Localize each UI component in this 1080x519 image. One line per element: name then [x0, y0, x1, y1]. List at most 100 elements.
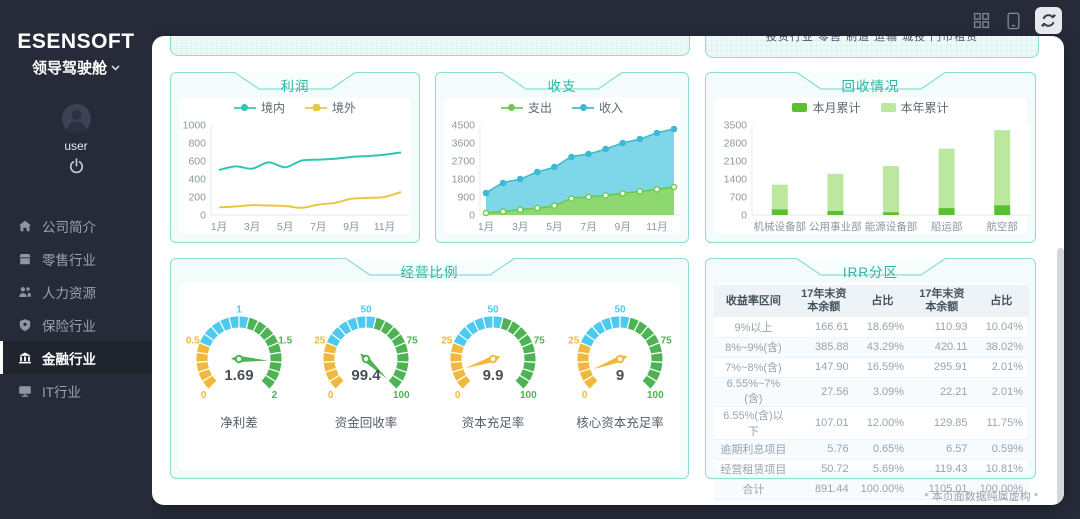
- avatar[interactable]: [62, 104, 91, 133]
- vertical-scrollbar[interactable]: [1057, 248, 1064, 505]
- svg-text:200: 200: [188, 192, 206, 204]
- svg-text:100: 100: [520, 390, 537, 401]
- irr-table-cell: 2.01%: [973, 357, 1029, 378]
- irr-table-cell: 10.04%: [973, 317, 1029, 338]
- svg-text:0: 0: [455, 390, 461, 401]
- panel-title: 收支: [547, 79, 577, 94]
- svg-text:2700: 2700: [452, 156, 476, 168]
- irr-table-cell: 0.65%: [854, 439, 911, 460]
- dashboard-card: 投资行业 零售 制造 运输 城投 门市租赁 利润 境内 境外 0 200 400 600…: [152, 36, 1064, 505]
- irr-table-cell: 891.44: [792, 479, 855, 500]
- svg-text:1000: 1000: [183, 120, 207, 132]
- irr-table-cell: 38.02%: [973, 337, 1029, 358]
- user-silhouette-icon: [67, 110, 86, 133]
- svg-text:900: 900: [457, 192, 475, 204]
- legend-item[interactable]: 支出: [500, 99, 552, 116]
- sidebar-item-company[interactable]: 公司简介: [0, 209, 152, 242]
- panel-irr: IRR分区 收益率区间 17年末资本余额 占比 17年末资本余额 占比 9%以上 166.61…: [705, 258, 1036, 500]
- footer-disclaimer: * 本页面数据纯属虚构 *: [924, 491, 1038, 503]
- panel-title: 经营比例: [400, 265, 459, 280]
- svg-text:公用事业部: 公用事业部: [809, 220, 862, 233]
- svg-text:11月: 11月: [646, 221, 667, 233]
- irr-table-cell: 110.93: [910, 317, 974, 338]
- svg-text:1.5: 1.5: [278, 335, 292, 346]
- sidebar-item-retail[interactable]: 零售行业: [0, 242, 152, 275]
- chart-legend: 支出 收入: [436, 99, 688, 116]
- irr-table-cell: 6.55%~7%(含): [714, 377, 793, 407]
- svg-text:7月: 7月: [310, 221, 326, 233]
- clipped-panel-left: [170, 36, 690, 56]
- sidebar-item-finance[interactable]: 金融行业: [0, 341, 152, 374]
- svg-text:75: 75: [661, 335, 673, 346]
- irr-table-cell: 12.00%: [854, 406, 911, 440]
- panel-tab: [795, 72, 946, 90]
- gauge: 0 25 50 75 100 9.9 资本充足率: [430, 305, 557, 431]
- panel-balance: 收支 支出 收入 0 900 1800 2700 3600 4500 1月 3月 5月 7月 9月 11…: [435, 72, 689, 243]
- svg-text:2100: 2100: [724, 156, 748, 168]
- irr-header-cell: 占比: [973, 285, 1029, 317]
- svg-text:0: 0: [582, 390, 588, 401]
- gauge: 0 0.5 1 1.5 2 1.69 净利差: [176, 305, 303, 431]
- legend-item[interactable]: 本年累计: [880, 99, 949, 116]
- svg-text:0: 0: [328, 390, 334, 401]
- sidebar-item-it[interactable]: IT行业: [0, 374, 152, 407]
- sidebar-item-label: IT行业: [42, 384, 81, 400]
- chevron-down-icon[interactable]: [111, 64, 120, 71]
- svg-text:2800: 2800: [724, 138, 748, 150]
- svg-text:11月: 11月: [374, 221, 395, 233]
- legend-item[interactable]: 本月累计: [792, 99, 861, 116]
- svg-text:600: 600: [188, 156, 206, 168]
- grid-apps-icon[interactable]: [971, 11, 991, 31]
- irr-table-row: 合计 891.44 100.00% 1105.01 100.00%: [714, 479, 1029, 500]
- sidebar-item-insurance[interactable]: 保险行业: [0, 308, 152, 341]
- svg-text:9.9: 9.9: [483, 367, 504, 384]
- irr-table-cell: 27.56: [792, 377, 855, 407]
- sidebar-menu: 公司简介 零售行业 人力资源 保险行业 金融行业 IT行业: [0, 209, 152, 407]
- svg-text:机械设备部: 机械设备部: [754, 220, 807, 233]
- panel-tab: [500, 72, 624, 90]
- panel-ratios: 经营比例 0 0.5 1 1.5 2 1.69 净利差 0 25 50 75 100 99.4 资金回收率 0…: [170, 258, 689, 479]
- irr-table-cell: 420.11: [910, 337, 974, 358]
- sidebar-item-hr[interactable]: 人力资源: [0, 275, 152, 308]
- svg-text:25: 25: [441, 335, 453, 346]
- irr-header-cell: 收益率区间: [714, 285, 793, 317]
- gauge-name: 资金回收率: [334, 416, 398, 430]
- legend-item[interactable]: 境内: [233, 99, 285, 116]
- irr-table-row: 6.55%(含)以下 107.01 12.00% 129.85 11.75%: [714, 406, 1029, 440]
- irr-table-cell: 合计: [714, 479, 793, 500]
- logout-power-icon[interactable]: [68, 158, 85, 175]
- sidebar-item-label: 保险行业: [42, 318, 96, 334]
- irr-table-cell: 22.21: [910, 377, 974, 407]
- chart-legend: 本月累计 本年累计: [706, 99, 1035, 116]
- svg-text:1月: 1月: [478, 221, 494, 233]
- svg-text:4500: 4500: [452, 120, 476, 132]
- svg-text:1.69: 1.69: [224, 367, 253, 384]
- legend-item[interactable]: 收入: [572, 99, 623, 116]
- svg-text:25: 25: [568, 335, 580, 346]
- svg-text:3月: 3月: [512, 221, 528, 233]
- irr-table-cell: 100.00%: [973, 479, 1029, 500]
- irr-table-cell: 147.90: [792, 357, 855, 378]
- gauge-name: 核心资本充足率: [576, 416, 664, 430]
- irr-table-cell: 经营租赁项目: [714, 459, 793, 480]
- monitor-icon: [19, 385, 31, 397]
- app-logo: ESENSOFT 领导驾驶舱: [0, 30, 152, 78]
- legend-label: 支出: [527, 101, 552, 115]
- legend-item[interactable]: 境外: [305, 99, 356, 116]
- svg-text:99.4: 99.4: [351, 367, 381, 384]
- sidebar-item-label: 公司简介: [42, 219, 96, 235]
- legend-label: 本月累计: [812, 101, 861, 115]
- irr-table-cell: 50.72: [792, 459, 855, 480]
- svg-text:7月: 7月: [580, 221, 596, 233]
- panel-title: 回收情况: [841, 79, 900, 94]
- brand-subtitle: 领导驾驶舱: [31, 60, 107, 77]
- panel-title: 利润: [280, 79, 310, 94]
- clipped-axis-labels: 投资行业 零售 制造 运输 城投 门市租赁: [765, 36, 979, 43]
- refresh-button[interactable]: [1035, 7, 1062, 34]
- tablet-icon[interactable]: [1003, 11, 1023, 31]
- irr-table-row: 逾期利息项目 5.76 0.65% 6.57 0.59%: [714, 439, 1029, 460]
- irr-header-cell: 占比: [854, 285, 911, 317]
- svg-text:航空部: 航空部: [986, 220, 1018, 233]
- svg-text:能源设备部: 能源设备部: [865, 220, 918, 233]
- svg-text:1800: 1800: [452, 174, 476, 186]
